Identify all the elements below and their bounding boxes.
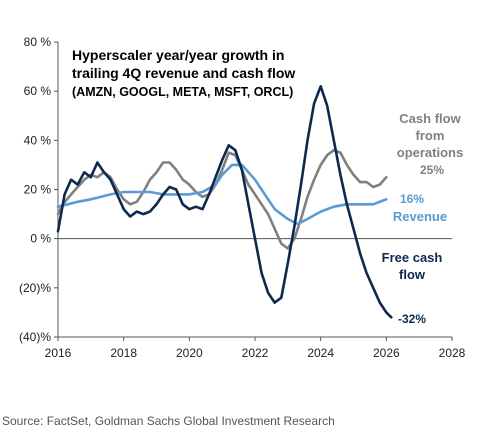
chart-plot-area	[56, 85, 393, 319]
y-tick-label: 60 %	[24, 84, 52, 98]
x-tick-label: 2028	[439, 346, 466, 360]
chart-title-line-2: trailing 4Q revenue and cash flow	[72, 65, 295, 81]
series-label-cash-flow-from-operations: Cash flow	[399, 111, 461, 126]
y-tick-label: (40)%	[19, 330, 51, 344]
series-label-free-cash-flow: flow	[399, 267, 426, 282]
series-label-free-cash-flow: Free cash	[382, 250, 443, 265]
y-tick-label: 40 %	[24, 133, 52, 147]
x-tick-label: 2020	[176, 346, 203, 360]
chart-annotations: Cash flow from operations 25% Revenue 16% Free…	[382, 111, 464, 326]
y-tick-label: (20)%	[19, 281, 51, 295]
series-end-value-revenue: 16%	[400, 192, 424, 206]
y-tick-label: 20 %	[24, 183, 52, 197]
y-tick-label: 80 %	[24, 35, 52, 49]
series-label-cash-flow-from-operations: from	[416, 128, 445, 143]
series-label-cash-flow-from-operations: operations	[397, 145, 463, 160]
x-tick-label: 2024	[307, 346, 334, 360]
y-tick-label: 0 %	[30, 232, 51, 246]
series-line-free-cash-flow	[56, 85, 393, 319]
x-tick-label: 2022	[242, 346, 269, 360]
chart-axes: 80 % 60 % 40 % 20 % 0 % (20)% (40)% 2016 2018 202…	[19, 35, 466, 360]
chart: 80 % 60 % 40 % 20 % 0 % (20)% (40)% 2016 2018 202…	[19, 35, 466, 360]
chart-title-line-3: (AMZN, GOOGL, META, MSFT, ORCL)	[72, 85, 293, 99]
series-label-revenue: Revenue	[393, 209, 447, 224]
source-note: Source: FactSet, Goldman Sachs Global In…	[2, 414, 335, 428]
x-tick-label: 2026	[373, 346, 400, 360]
series-end-value-cash-flow-from-operations: 25%	[420, 163, 444, 177]
series-end-value-free-cash-flow: -32%	[398, 312, 426, 326]
x-tick-label: 2016	[45, 346, 72, 360]
series-line-revenue	[56, 163, 388, 226]
series-line-cash-flow-from-operations	[56, 148, 388, 250]
chart-title-line-1: Hyperscaler year/year growth in	[72, 47, 284, 63]
x-tick-label: 2018	[110, 346, 137, 360]
